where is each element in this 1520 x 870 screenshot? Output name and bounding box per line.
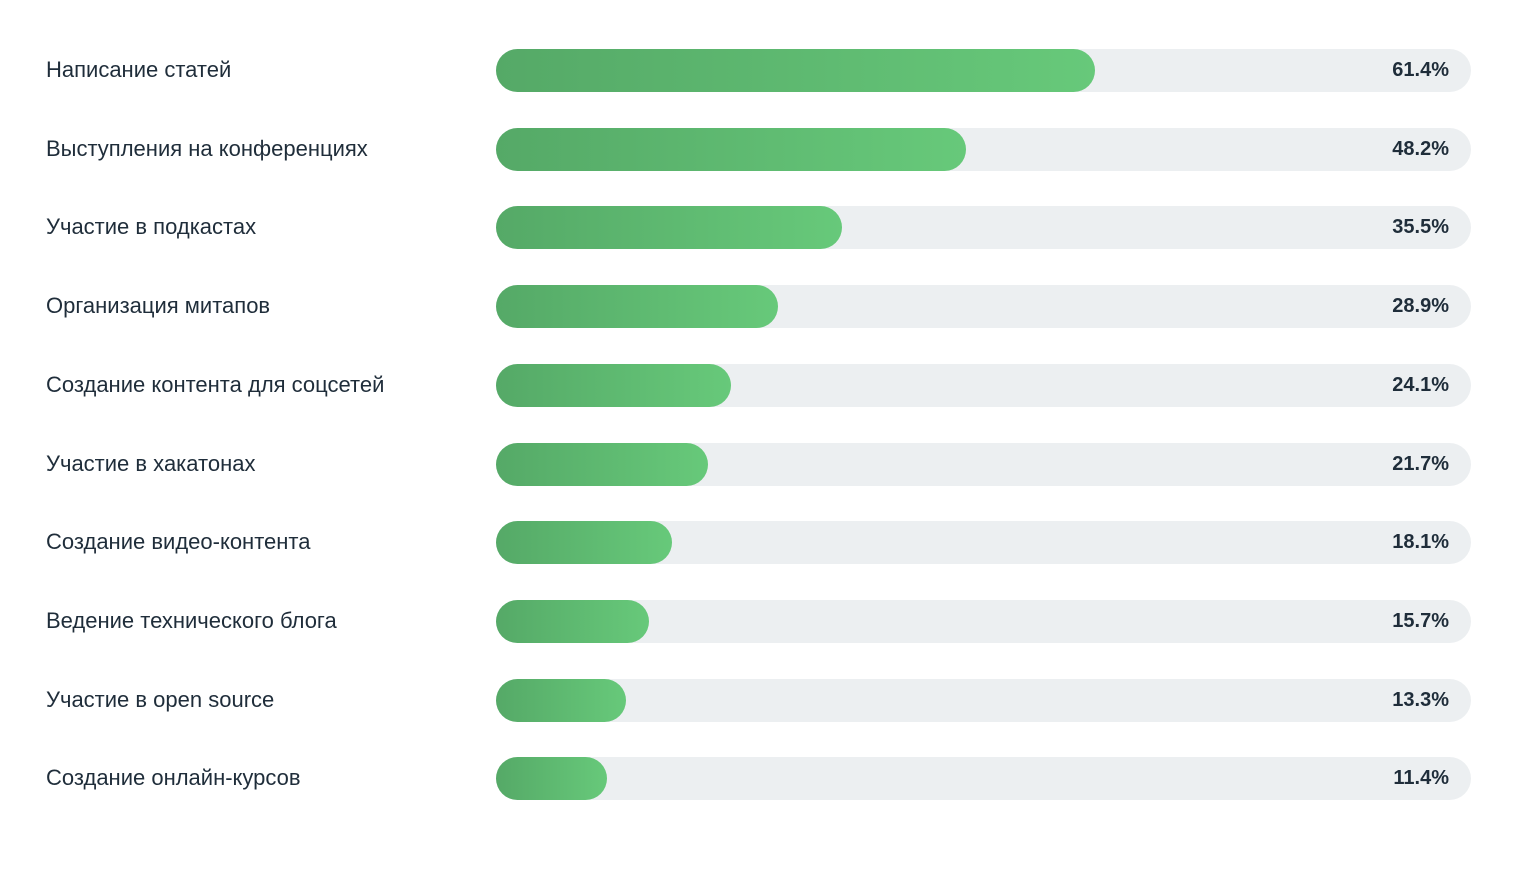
bar-fill bbox=[496, 599, 650, 643]
bar-label: Создание онлайн-курсов bbox=[46, 765, 301, 791]
bar-track: 28.9% bbox=[496, 285, 1471, 329]
bar-row: Организация митапов 28.9% bbox=[0, 284, 1520, 329]
bar-label: Создание видео-контента bbox=[46, 529, 311, 555]
bar-value-label: 13.3% bbox=[1392, 688, 1449, 711]
bar-fill bbox=[496, 49, 1095, 92]
bar-fill bbox=[496, 206, 843, 250]
bar-track: 15.7% bbox=[496, 599, 1471, 643]
bar-value-label: 24.1% bbox=[1392, 373, 1449, 396]
bar-fill bbox=[496, 757, 608, 801]
bar-track: 13.3% bbox=[496, 678, 1471, 722]
bar-row: Создание контента для соцсетей 24.1% bbox=[0, 363, 1520, 407]
bar-row: Создание онлайн-курсов 11.4% bbox=[0, 756, 1520, 801]
bar-label: Выступления на конференциях bbox=[46, 135, 368, 161]
bar-label: Организация митапов bbox=[46, 293, 271, 319]
bar-fill bbox=[496, 521, 673, 565]
bar-track: 21.7% bbox=[496, 442, 1471, 486]
bar-label: Участие в подкастах bbox=[46, 214, 257, 240]
bar-label: Ведение технического блога bbox=[46, 607, 337, 633]
bar-fill bbox=[496, 127, 966, 171]
bar-fill bbox=[496, 678, 626, 722]
bar-row: Участие в open source 13.3% bbox=[0, 678, 1520, 722]
bar-fill bbox=[496, 442, 708, 486]
bar-value-label: 35.5% bbox=[1392, 216, 1449, 239]
bar-row: Ведение технического блога 15.7% bbox=[0, 599, 1520, 643]
bar-label: Участие в open source bbox=[46, 686, 275, 712]
bar-track: 61.4% bbox=[496, 49, 1471, 92]
bar-value-label: 15.7% bbox=[1392, 609, 1449, 632]
bar-track: 11.4% bbox=[496, 757, 1471, 801]
bar-row: Участие в подкастах 35.5% bbox=[0, 205, 1520, 250]
bar-label: Участие в хакатонах bbox=[46, 450, 256, 476]
bar-value-label: 18.1% bbox=[1392, 531, 1449, 554]
bar-value-label: 28.9% bbox=[1392, 295, 1449, 318]
bar-value-label: 61.4% bbox=[1392, 59, 1449, 81]
bar-fill bbox=[496, 363, 731, 407]
bar-track: 48.2% bbox=[496, 127, 1471, 171]
bar-value-label: 21.7% bbox=[1392, 452, 1449, 475]
bar-track: 24.1% bbox=[496, 363, 1471, 407]
bar-label: Написание статей bbox=[46, 57, 232, 82]
bar-label: Создание контента для соцсетей bbox=[46, 371, 385, 397]
bar-row: Выступления на конференциях 48.2% bbox=[0, 127, 1520, 171]
bar-row: Участие в хакатонах 21.7% bbox=[0, 442, 1520, 486]
bar-fill bbox=[496, 285, 778, 329]
bar-value-label: 48.2% bbox=[1392, 137, 1449, 160]
bar-row: Создание видео-контента 18.1% bbox=[0, 520, 1520, 565]
bar-track: 35.5% bbox=[496, 206, 1471, 250]
bar-value-label: 11.4% bbox=[1393, 767, 1449, 790]
bar-track: 18.1% bbox=[496, 521, 1471, 565]
bar-row: Написание статей 61.4% bbox=[0, 48, 1520, 92]
